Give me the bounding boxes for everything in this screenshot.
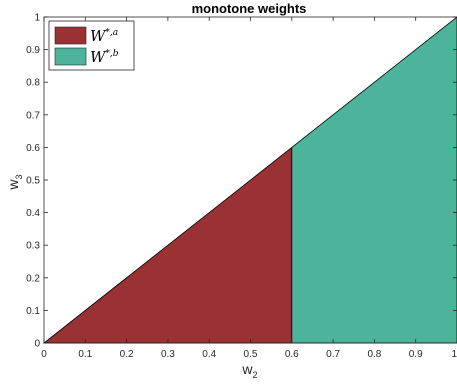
legend-label-b-sup: *,b	[105, 49, 118, 59]
legend-swatch-a	[54, 26, 87, 45]
y-tick-label: 0.8	[26, 78, 40, 89]
x-tick-label: 0	[41, 349, 47, 360]
y-tick-label: 0.3	[26, 241, 40, 252]
chart-title: monotone weights	[192, 1, 307, 16]
legend-label-b-base: W	[90, 48, 107, 66]
x-tick-label: 0.9	[409, 349, 423, 360]
y-tick-label: 0.7	[26, 110, 40, 121]
y-tick-label: 0	[34, 339, 40, 350]
y-tick-label: 1	[34, 13, 40, 24]
x-axis-label-base: w	[241, 361, 253, 377]
x-tick-label: 0.4	[202, 349, 216, 360]
legend-swatch-b	[54, 47, 87, 66]
x-tick-label: 0.8	[367, 349, 381, 360]
x-ticks-layer: 0 0.1 0.2 0.3 0.4 0.5 0.6 0.7 0.8 0.9 1	[41, 17, 457, 360]
x-tick-label: 0.1	[78, 349, 92, 360]
y-ticks-layer: 0 0.1 0.2 0.3 0.4 0.5 0.6 0.7 0.8 0.9 1	[26, 13, 457, 350]
y-axis-label-base: w	[5, 179, 21, 191]
x-axis-label-sub: 2	[253, 370, 258, 380]
legend-label-a-base: W	[90, 27, 107, 45]
y-tick-label: 0.1	[26, 306, 40, 317]
x-tick-label: 0.7	[326, 349, 340, 360]
x-tick-label: 0.3	[161, 349, 175, 360]
x-tick-label: 1	[451, 349, 457, 360]
x-tick-label: 0.2	[120, 349, 134, 360]
y-axis-label-sub: 3	[14, 174, 24, 179]
y-tick-label: 0.9	[26, 45, 40, 56]
legend-label-a: W*,a	[90, 27, 118, 45]
y-tick-label: 0.6	[26, 143, 40, 154]
legend-label-b: W*,b	[90, 48, 119, 66]
x-axis-label: w2	[241, 361, 257, 380]
legend: W*,a W*,b	[48, 20, 135, 71]
y-tick-label: 0.4	[26, 208, 40, 219]
y-tick-label: 0.5	[26, 176, 40, 187]
x-tick-label: 0.6	[285, 349, 299, 360]
y-tick-label: 0.2	[26, 273, 40, 284]
x-tick-label: 0.5	[244, 349, 258, 360]
legend-label-a-sup: *,a	[105, 28, 118, 38]
y-axis-label: w3	[5, 174, 24, 190]
